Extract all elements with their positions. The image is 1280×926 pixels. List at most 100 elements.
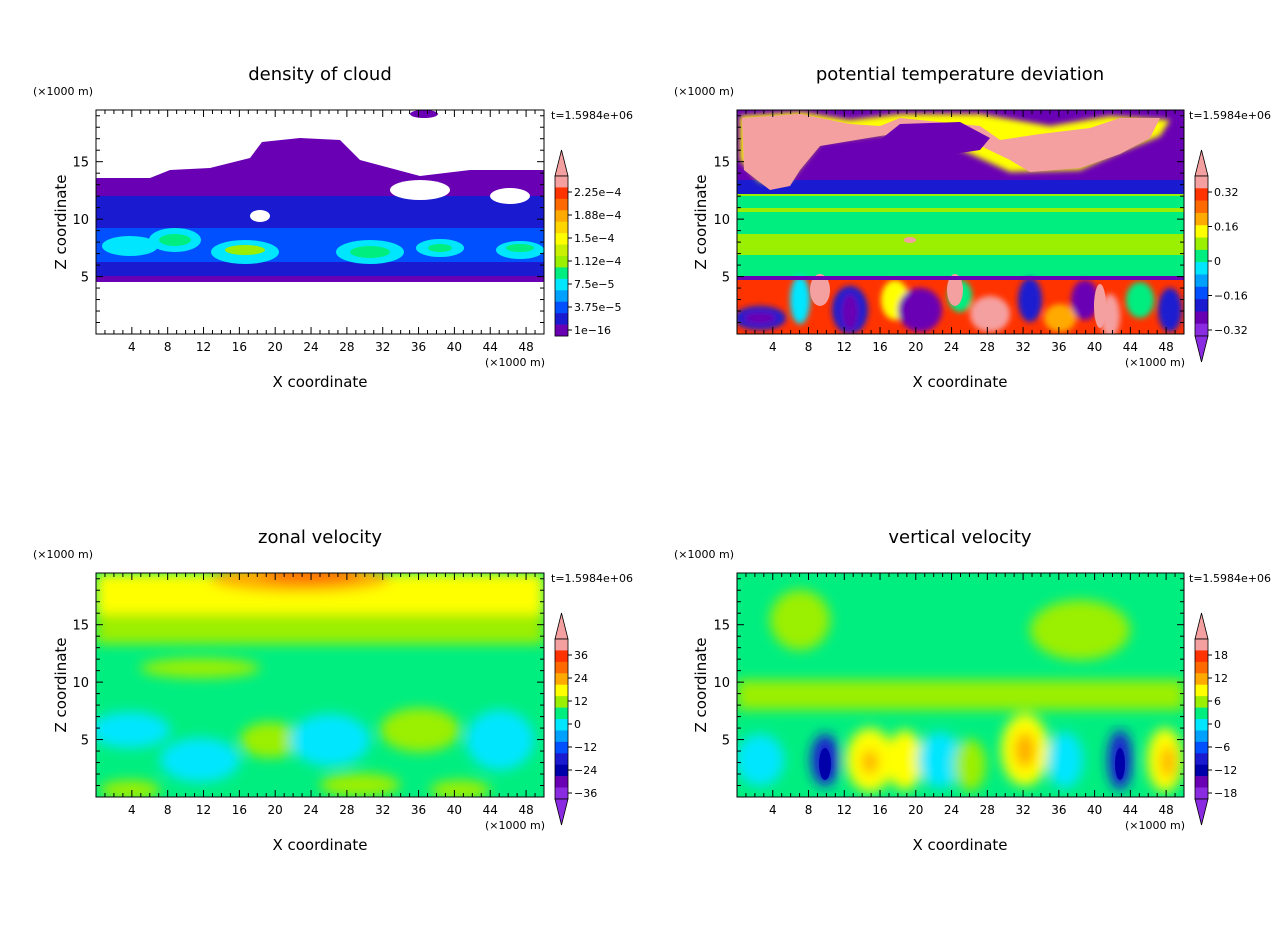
colorbar-label: −0.32 (1214, 324, 1248, 337)
colorbar-segment (1195, 776, 1208, 788)
colorbar-label: 6 (1214, 695, 1221, 708)
colorbar-label: −12 (1214, 764, 1237, 777)
colorbar-segment (555, 673, 568, 686)
colorbar-segment (1195, 249, 1208, 263)
colorbar-segment (1195, 741, 1208, 754)
x-tick-label: 8 (164, 803, 172, 817)
colorbar-segment (555, 661, 568, 674)
y-tick-label: 15 (72, 619, 89, 634)
x-tick-label: 48 (1158, 340, 1173, 354)
colorbar: 36 24 12 0 −12 −24 −36 (554, 612, 597, 826)
x-tick-label: 40 (447, 803, 462, 817)
panel-zonal-velocity: zonal velocity (×1000 m) t=1.5984e+06 (33, 527, 633, 854)
x-tick-label: 4 (769, 340, 777, 354)
x-tick-label: 16 (232, 340, 247, 354)
x-tick-label: 48 (518, 803, 533, 817)
colorbar-segment (555, 741, 568, 754)
chart-title: potential temperature deviation (816, 64, 1104, 85)
x-tick-label: 40 (1087, 803, 1102, 817)
x-tick-label: 12 (837, 340, 852, 354)
colorbar-segment (1195, 188, 1208, 201)
colorbar-label: 0.32 (1214, 186, 1239, 199)
panel-vertical-velocity: vertical velocity (×1000 m) t=1.5984e+06 (674, 527, 1271, 854)
y-tick-label: 5 (722, 271, 730, 286)
x-tick-label: 24 (303, 803, 318, 817)
x-tick-label: 20 (908, 340, 923, 354)
x-tick-label: 32 (1015, 803, 1030, 817)
x-tick-label: 44 (483, 803, 498, 817)
colorbar-segment (555, 650, 568, 663)
colorbar-segment (555, 776, 568, 788)
chart-title: vertical velocity (888, 527, 1032, 548)
colorbar-label: −18 (1214, 787, 1237, 800)
x-tick-label: 16 (872, 803, 887, 817)
x-unit-label: (×1000 m) (485, 356, 545, 369)
time-label: t=1.5984e+06 (1189, 109, 1271, 122)
colorbar-segment (1195, 719, 1208, 731)
x-tick-label: 24 (944, 340, 959, 354)
x-tick-label: 44 (483, 340, 498, 354)
contour-field (96, 110, 544, 334)
x-tick-label: 12 (837, 803, 852, 817)
colorbar-label: −24 (574, 764, 597, 777)
x-tick-label: 36 (1051, 803, 1066, 817)
colorbar-arrow-low (1194, 798, 1209, 826)
y-tick-label: 10 (713, 676, 730, 691)
x-tick-label: 20 (908, 803, 923, 817)
x-tick-label: 44 (1123, 340, 1138, 354)
colorbar-segment (555, 696, 568, 708)
colorbar-segment (555, 278, 568, 291)
x-axis-label: X coordinate (272, 836, 367, 854)
x-tick-label: 32 (1015, 340, 1030, 354)
colorbar-label: −12 (574, 741, 597, 754)
colorbar-label: −0.16 (1214, 290, 1248, 303)
y-tick-label: 10 (72, 213, 89, 228)
colorbar-segment (1195, 225, 1208, 238)
colorbar: 18 12 6 0 −6 −12 −18 (1194, 612, 1237, 826)
colorbar-segment (555, 187, 568, 200)
x-unit-label: (×1000 m) (1125, 819, 1185, 832)
time-label: t=1.5984e+06 (551, 572, 633, 585)
y-tick-label: 15 (713, 619, 730, 634)
x-tick-label: 8 (805, 803, 813, 817)
colorbar-segment (1195, 274, 1208, 288)
colorbar: 2.25e−4 1.88e−4 1.5e−4 1.12e−4 7.5e−5 3.75e−5… (554, 149, 621, 337)
contour-field (737, 110, 1184, 334)
x-tick-label: 20 (268, 803, 283, 817)
x-tick-label: 16 (872, 340, 887, 354)
colorbar-segment (1195, 650, 1208, 663)
chart-title: zonal velocity (258, 527, 382, 548)
y-tick-label: 5 (722, 734, 730, 749)
colorbar-segment (555, 233, 568, 245)
chart-title: density of cloud (248, 64, 392, 85)
colorbar-segment (555, 256, 568, 268)
colorbar-segment (1195, 730, 1208, 743)
y-unit-label: (×1000 m) (674, 548, 734, 561)
colorbar-segment (1195, 212, 1208, 226)
colorbar-segment (555, 176, 568, 188)
y-axis-label: Z coordinate (692, 637, 710, 732)
colorbar-label: 18 (1214, 649, 1228, 662)
colorbar-arrow-high (554, 149, 569, 177)
colorbar-arrow-high (554, 612, 569, 640)
x-tick-label: 24 (944, 803, 959, 817)
colorbar-segment (1195, 286, 1208, 300)
x-unit-label: (×1000 m) (1125, 356, 1185, 369)
colorbar-label: 12 (1214, 672, 1228, 685)
panel-potential-temperature-deviation: potential temperature deviation (×1000 m… (674, 64, 1271, 391)
colorbar-label: 1.12e−4 (574, 255, 621, 268)
x-tick-label: 8 (164, 340, 172, 354)
x-unit-label: (×1000 m) (485, 819, 545, 832)
colorbar-label: 7.5e−5 (574, 278, 614, 291)
x-axis-label: X coordinate (912, 836, 1007, 854)
colorbar-label: 0 (574, 718, 581, 731)
colorbar-segment (1195, 787, 1208, 800)
y-tick-label: 10 (713, 213, 730, 228)
x-axis-label: X coordinate (912, 373, 1007, 391)
y-axis-label: Z coordinate (692, 174, 710, 269)
x-axis-label: X coordinate (272, 373, 367, 391)
colorbar-label: 24 (574, 672, 588, 685)
x-tick-label: 16 (232, 803, 247, 817)
